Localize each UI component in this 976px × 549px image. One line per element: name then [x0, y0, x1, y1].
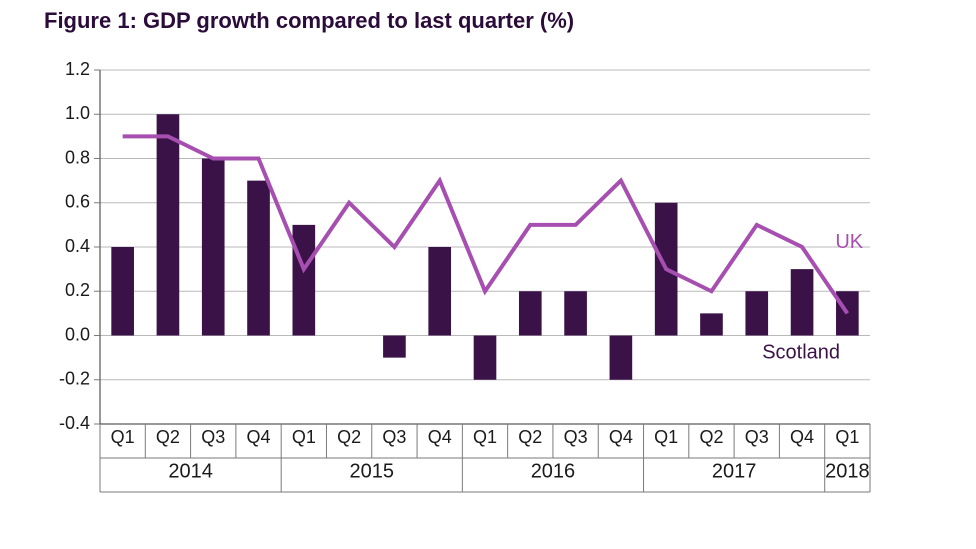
bar-scotland	[428, 247, 451, 336]
bar-scotland	[474, 336, 497, 380]
bar-scotland	[247, 181, 270, 336]
x-tick-label: Q2	[156, 427, 180, 447]
bar-scotland	[745, 291, 768, 335]
x-tick-label: Q2	[699, 427, 723, 447]
y-tick-label: -0.2	[59, 369, 90, 389]
bar-scotland	[293, 225, 316, 336]
x-tick-label: Q1	[111, 427, 135, 447]
bar-scotland	[564, 291, 587, 335]
x-tick-label: Q1	[473, 427, 497, 447]
x-tick-label: Q4	[247, 427, 271, 447]
bar-scotland	[202, 159, 225, 336]
x-tick-label: Q3	[745, 427, 769, 447]
x-tick-label: Q4	[790, 427, 814, 447]
bar-scotland	[157, 114, 180, 335]
y-tick-label: 0.8	[65, 147, 90, 167]
figure-container: Figure 1: GDP growth compared to last qu…	[0, 0, 976, 549]
x-tick-label: Q4	[609, 427, 633, 447]
bar-scotland	[700, 313, 723, 335]
x-tick-label: Q3	[382, 427, 406, 447]
x-tick-label: Q3	[564, 427, 588, 447]
series-label-scotland: Scotland	[762, 341, 840, 363]
year-label: 2018	[825, 461, 870, 483]
bar-scotland	[791, 269, 814, 335]
bar-scotland	[610, 336, 633, 380]
series-label-uk: UK	[835, 231, 863, 253]
y-tick-label: 0.0	[65, 324, 90, 344]
year-label: 2017	[712, 461, 757, 483]
year-label: 2014	[168, 461, 213, 483]
y-tick-label: 1.0	[65, 103, 90, 123]
x-tick-label: Q2	[337, 427, 361, 447]
x-tick-label: Q2	[518, 427, 542, 447]
x-tick-label: Q1	[654, 427, 678, 447]
x-tick-label: Q1	[835, 427, 859, 447]
y-tick-label: 1.2	[65, 60, 90, 79]
x-tick-label: Q3	[201, 427, 225, 447]
bar-scotland	[383, 336, 406, 358]
y-tick-label: -0.4	[59, 413, 90, 433]
chart-svg: -0.4 -0.2 0.0 0.2 0.4 0.6 0.8 1.0 1.2 Q1 Q2 Q3 Q4 Q1 Q…	[40, 60, 940, 530]
year-label: 2016	[531, 461, 576, 483]
year-label: 2015	[350, 461, 395, 483]
figure-title: Figure 1: GDP growth compared to last qu…	[44, 8, 574, 34]
y-tick-label: 0.2	[65, 280, 90, 300]
y-tick-label: 0.4	[65, 236, 90, 256]
chart-area: -0.4 -0.2 0.0 0.2 0.4 0.6 0.8 1.0 1.2 Q1 Q2 Q3 Q4 Q1 Q…	[40, 60, 940, 530]
y-tick-label: 0.6	[65, 192, 90, 212]
x-tick-label: Q4	[428, 427, 452, 447]
bar-scotland	[111, 247, 134, 336]
x-tick-label: Q1	[292, 427, 316, 447]
bar-scotland	[519, 291, 542, 335]
